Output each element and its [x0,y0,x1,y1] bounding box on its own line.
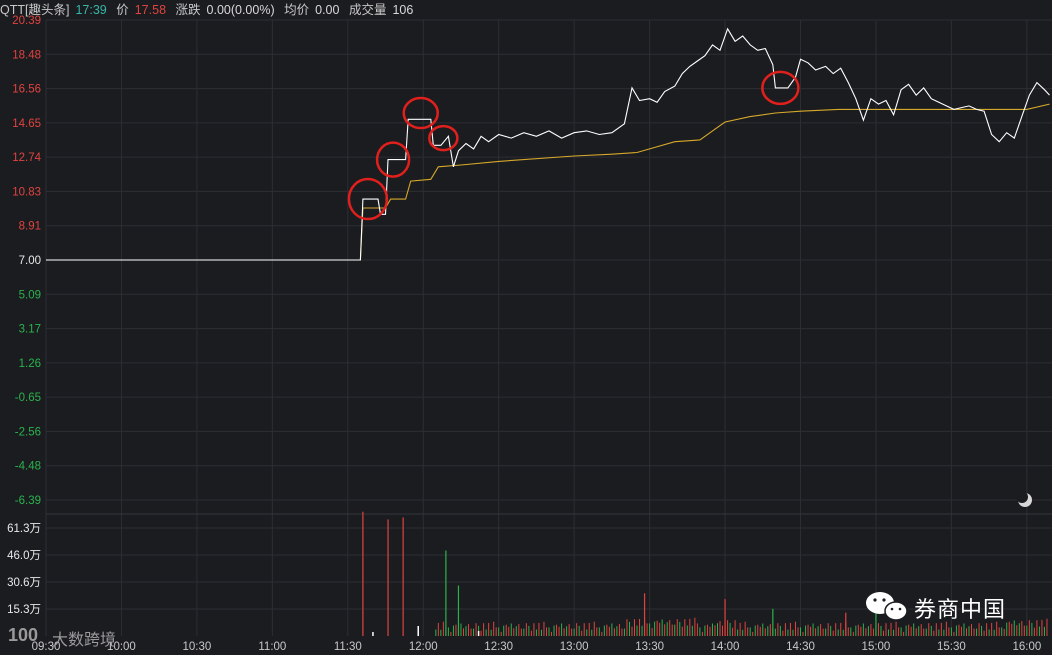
time-tick-label: 13:00 [560,641,589,653]
price-label: 价 [116,3,129,17]
price-tick-label: 5.09 [19,289,41,301]
time-tick-label: 10:00 [107,641,136,653]
avg-price-value: 0.00 [315,3,340,17]
avg-price-line [46,103,1050,261]
chart-grid [45,19,1052,636]
price-tick-label: 1.26 [19,358,41,370]
change-label: 涨跌 [175,3,201,17]
avg-price-label: 均价 [284,3,310,17]
price-tick-label: 8.91 [19,221,41,233]
price-tick-label: 12.74 [12,152,41,164]
logo-100-text: 100 [8,625,38,645]
price-tick-label: -2.56 [15,426,41,438]
time-tick-label: 15:30 [937,641,966,653]
price-tick-label: -6.39 [15,495,41,507]
highlight-circle [761,70,800,106]
volume-label: 成交量 [348,3,387,17]
volume-tick-label: 15.3万 [7,604,41,616]
time-tick-label: 12:30 [484,641,513,653]
price-tick-label: 3.17 [19,324,41,336]
volume-tick-label: 30.6万 [7,577,41,589]
time-tick-label: 10:30 [183,641,212,653]
time-tick-label: 14:00 [711,641,740,653]
price-tick-label: -0.65 [15,392,41,404]
price-tick-label: 14.65 [12,118,41,130]
price-axis: 20.39 18.48 16.56 14.65 12.74 10.83 8.91 7.00 5.… [12,15,41,507]
time-tick-label: 14:30 [786,641,815,653]
highlight-circles [347,70,800,221]
price-tick-label: 16.56 [12,84,41,96]
price-tick-label: 10.83 [12,186,41,198]
highlight-circle [428,124,459,152]
wechat-icon [866,592,908,621]
price-tick-label: 18.48 [12,49,41,61]
highlight-circle [347,177,389,221]
volume-bars [362,511,1048,636]
price-value: 17.58 [134,3,167,17]
moon-icon [1016,491,1032,507]
symbol-label[interactable]: QTT[趣头条] [0,3,70,17]
time-tick-label: 11:30 [334,641,362,653]
time-axis: 09:30 10:00 10:30 11:00 11:30 12:00 12:30 13:00… [32,641,1042,653]
volume-tick-label: 46.0万 [7,550,41,562]
watermark-left-text: 大数跨境 [52,630,117,649]
time-tick-label: 15:00 [862,641,891,653]
price-tick-label: 20.39 [12,15,41,27]
time-tick-label: 09:30 [32,641,61,653]
volume-tick-label: 61.3万 [7,523,41,535]
change-value: 0.00(0.00%) [206,3,275,17]
time-tick-label: 12:00 [409,641,438,653]
quote-time: 17:39 [75,3,107,17]
price-line [46,27,1050,261]
price-tick-label: -4.48 [15,461,41,473]
watermark-right-text: 券商中国 [914,598,1007,623]
highlight-circle [402,96,439,130]
time-tick-label: 11:00 [258,641,286,653]
time-tick-label: 13:30 [635,641,664,653]
volume-axis: 61.3万 46.0万 30.6万 15.3万 [7,523,41,616]
logo-100-icon: 100 [8,625,38,645]
price-tick-label: 7.00 [19,255,41,267]
quote-header: QTT[趣头条] 17:39 价 17.58 涨跌 0.00(0.00%) 均价 0.0… [0,0,1052,20]
volume-value: 106 [392,3,414,17]
highlight-circle [375,141,411,178]
time-tick-label: 16:00 [1012,641,1041,653]
